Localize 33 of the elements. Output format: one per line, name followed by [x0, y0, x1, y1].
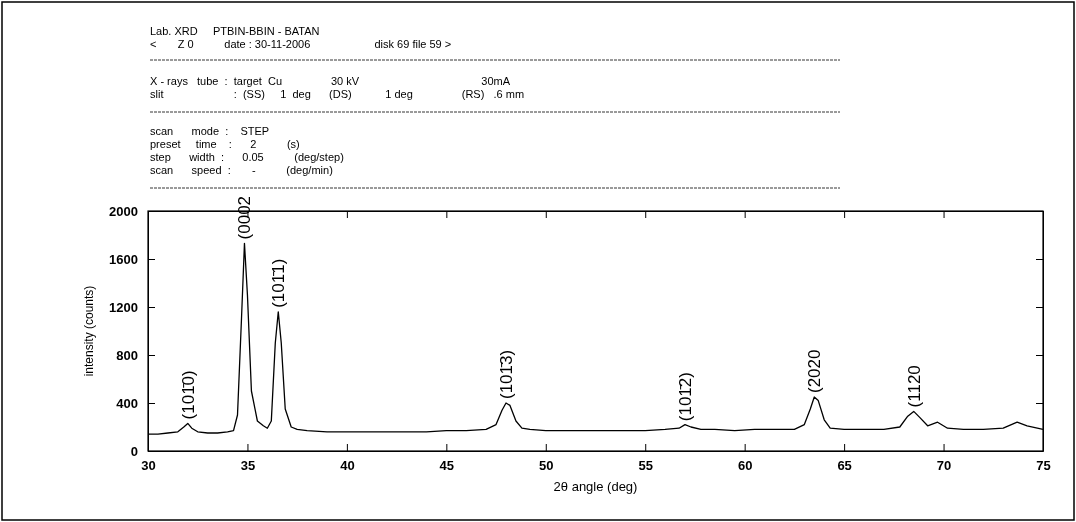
annotation: (101̄2)	[676, 372, 695, 422]
text: preset time : 2 (s)	[150, 138, 300, 150]
y-axis-title: intensity (counts)	[82, 285, 96, 377]
text: step width : 0.05 (deg/step)	[150, 151, 344, 163]
x-tick-label: 65	[837, 458, 852, 474]
text: X - rays tube : target Cu 30 kV 30mA	[150, 75, 511, 87]
x-tick-label: 50	[539, 458, 554, 474]
y-tick-label: 1200	[109, 299, 138, 315]
text: scan mode : STEP	[150, 125, 270, 137]
x-tick-label: 40	[340, 458, 355, 474]
annotation: (101̄0)	[178, 370, 198, 420]
y-tick-label: 0	[130, 443, 138, 459]
annotation: (101̄3)	[497, 349, 516, 399]
x-tick-label: 30	[141, 458, 156, 474]
y-tick-label: 1600	[109, 251, 138, 267]
y-tick-label: 800	[116, 347, 138, 363]
text: < Z 0 date : 30-11-2006 disk 69 file 59 >	[150, 38, 452, 50]
x-tick-label: 75	[1036, 458, 1051, 474]
text: Lab. XRD PTBIN-BBIN - BATAN	[150, 25, 320, 37]
annotation: (101̄1)	[269, 258, 289, 308]
x-tick-label: 70	[936, 458, 952, 474]
annotation: (1120	[904, 365, 924, 408]
x-tick-label: 55	[638, 458, 653, 474]
x-tick-label: 35	[240, 458, 256, 474]
text: scan speed : - (deg/min)	[150, 164, 333, 176]
y-tick-label: 2000	[109, 203, 138, 219]
annotation: (2020	[805, 349, 825, 393]
x-axis-title: 2θ angle (deg)	[553, 479, 638, 494]
text: slit : (SS) 1 deg (DS) 1 deg (RS) .6 mm	[150, 88, 525, 100]
y-tick-label: 400	[116, 395, 138, 411]
x-tick-label: 60	[737, 458, 753, 474]
annotation: (0002	[235, 195, 255, 240]
x-tick-label: 45	[439, 458, 455, 474]
